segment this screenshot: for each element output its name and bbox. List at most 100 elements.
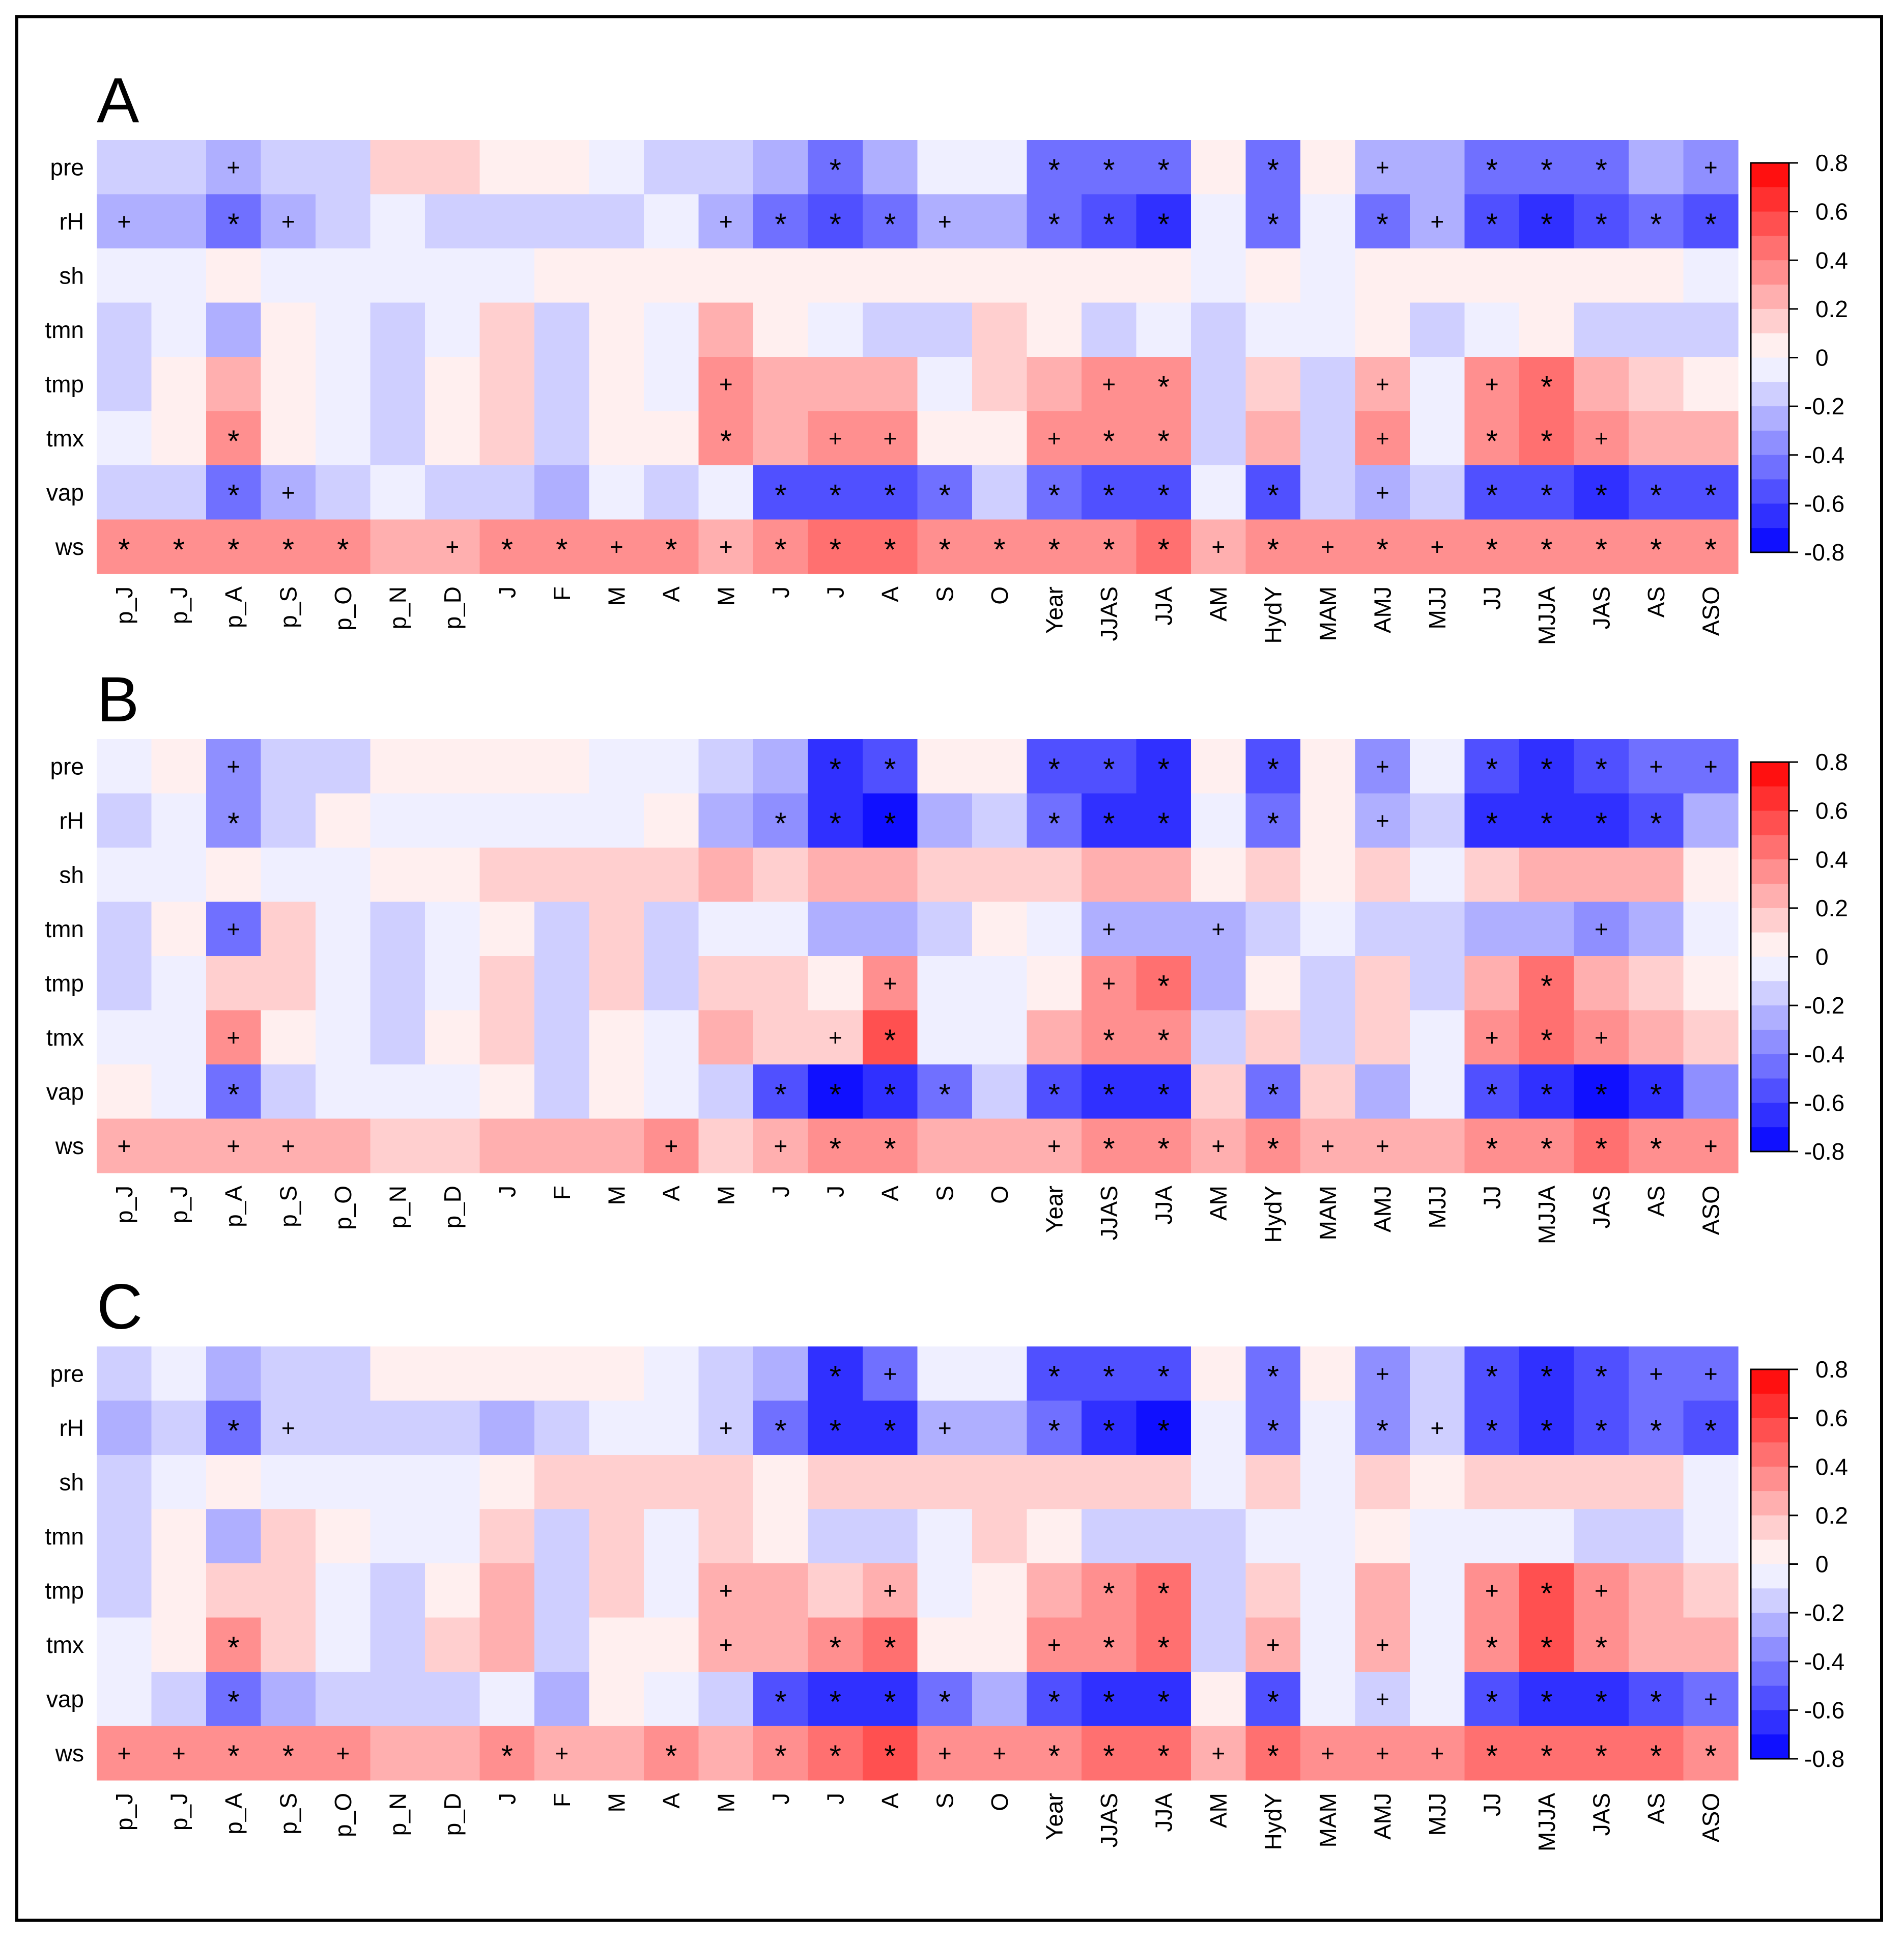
heatmap-cell (1683, 519, 1739, 574)
heatmap-cell (753, 357, 809, 412)
heatmap-cell (863, 519, 918, 574)
heatmap-cell (534, 1064, 590, 1119)
column-label: p_J (111, 1186, 137, 1223)
heatmap-cell (1519, 848, 1575, 903)
significance-star: * (1486, 806, 1498, 840)
heatmap-cell (97, 902, 152, 957)
heatmap-cell (1683, 848, 1739, 903)
column-label: F (549, 586, 575, 601)
significance-star: * (1158, 207, 1170, 241)
colorbar-tick-label: -0.2 (1804, 1599, 1844, 1626)
significance-plus: + (1211, 533, 1225, 560)
significance-star: * (1650, 1739, 1662, 1773)
heatmap-cell (534, 411, 590, 466)
heatmap-cell (1574, 519, 1629, 574)
heatmap-cell (316, 1726, 371, 1781)
heatmap-cell (589, 1064, 644, 1119)
heatmap-cell (808, 1400, 863, 1455)
heatmap-cell (644, 357, 699, 412)
colorbar-tick-label: -0.4 (1804, 442, 1844, 468)
significance-star: * (1103, 153, 1115, 187)
significance-star: * (228, 207, 239, 241)
heatmap-cell (97, 140, 152, 195)
colorbar-swatch (1751, 503, 1789, 528)
heatmap-cell (1191, 1617, 1246, 1672)
heatmap-cell (863, 302, 918, 357)
heatmap-cell (1191, 1509, 1246, 1564)
heatmap-cell (1629, 302, 1684, 357)
heatmap-cell (316, 519, 371, 574)
significance-star: * (501, 1739, 513, 1773)
column-label: J (768, 586, 794, 598)
heatmap-cell (151, 956, 207, 1011)
heatmap-cell (479, 1400, 535, 1455)
significance-star: * (1541, 1684, 1552, 1719)
significance-star: * (830, 1077, 841, 1111)
column-label: p_S (275, 1793, 301, 1835)
heatmap-cell (1355, 902, 1410, 957)
heatmap-cell (1355, 1118, 1410, 1173)
heatmap-cell (1574, 1010, 1629, 1065)
heatmap-cell (1410, 465, 1465, 520)
column-label: JJAS (1096, 1186, 1122, 1240)
column-label: JJAS (1096, 586, 1122, 641)
colorbar-swatch (1751, 1685, 1789, 1710)
heatmap-cell (316, 739, 371, 794)
heatmap-cell (1136, 1672, 1191, 1727)
heatmap-cell (1683, 194, 1739, 249)
significance-plus: + (1102, 916, 1116, 942)
heatmap-cell (863, 1563, 918, 1618)
heatmap-cell (1082, 1010, 1137, 1065)
heatmap-cell (97, 1563, 152, 1618)
significance-star: * (1486, 424, 1498, 458)
column-label: AMJ (1369, 586, 1396, 633)
heatmap-cell (753, 302, 809, 357)
heatmap-cell (97, 302, 152, 357)
heatmap-cell (644, 1617, 699, 1672)
heatmap-cell (1300, 302, 1356, 357)
column-label: JJA (1150, 1793, 1177, 1832)
heatmap-cell (370, 140, 425, 195)
colorbar-swatch (1751, 1491, 1789, 1516)
heatmap-cell (808, 140, 863, 195)
heatmap-cell (316, 357, 371, 412)
heatmap-cell (863, 902, 918, 957)
heatmap-cell (370, 1672, 425, 1727)
heatmap-cell (1574, 902, 1629, 957)
column-label: p_J (111, 1793, 137, 1831)
heatmap-cell (753, 1455, 809, 1510)
heatmap-cell (1464, 1509, 1520, 1564)
heatmap-cell (1027, 1118, 1082, 1173)
row-label-tmn: tmn (45, 317, 84, 343)
significance-plus: + (938, 1740, 952, 1766)
heatmap-cell (1629, 1509, 1684, 1564)
column-label: A (658, 1793, 685, 1809)
heatmap-cell (753, 1617, 809, 1672)
column-label: JAS (1588, 1186, 1614, 1228)
heatmap-cell (753, 194, 809, 249)
heatmap-cell (863, 194, 918, 249)
significance-star: * (1103, 1631, 1115, 1665)
heatmap-cell (917, 194, 973, 249)
significance-star: * (1705, 1739, 1717, 1773)
heatmap-cell (261, 1563, 316, 1618)
significance-star: * (1048, 1359, 1060, 1393)
heatmap-cell (589, 1563, 644, 1618)
heatmap-cell (753, 739, 809, 794)
heatmap-cell (1136, 465, 1191, 520)
heatmap-cell (1410, 248, 1465, 303)
heatmap-cell (534, 1455, 590, 1510)
significance-star: * (939, 1077, 951, 1111)
row-label-tmx: tmx (46, 425, 84, 452)
significance-plus: + (829, 425, 842, 452)
heatmap-cell (972, 1455, 1028, 1510)
significance-star: * (1158, 752, 1170, 786)
heatmap-cell (1410, 739, 1465, 794)
significance-star: * (1103, 752, 1115, 786)
heatmap-cell (1245, 140, 1301, 195)
heatmap-cell (425, 1346, 480, 1401)
heatmap-cell (917, 793, 973, 848)
heatmap-cell (1355, 1010, 1410, 1065)
significance-plus: + (719, 1577, 733, 1604)
heatmap-cell (917, 411, 973, 466)
